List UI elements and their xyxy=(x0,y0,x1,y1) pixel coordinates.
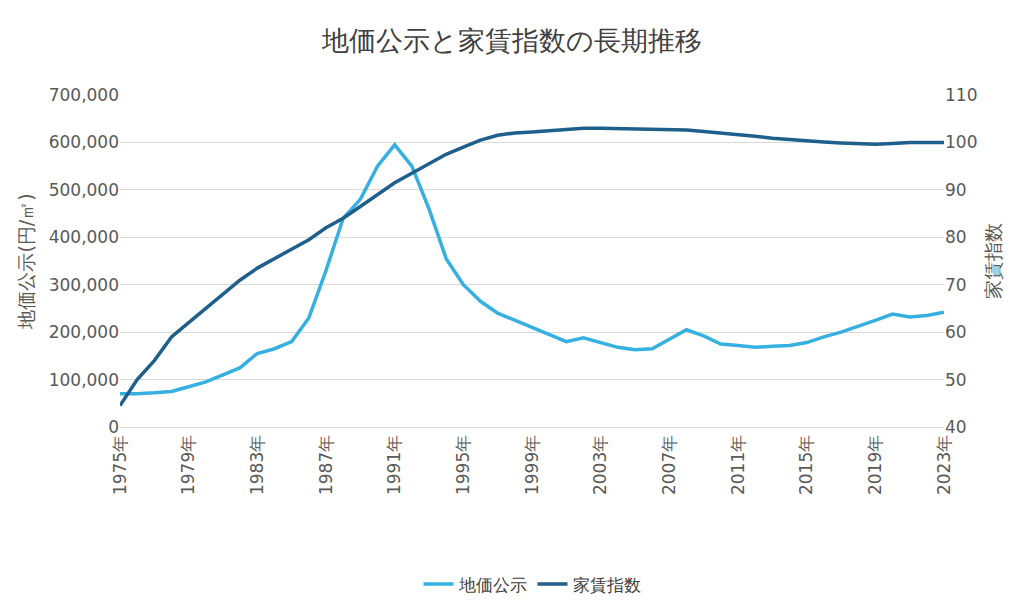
svg-text:40: 40 xyxy=(945,417,967,437)
svg-text:1999年: 1999年 xyxy=(522,435,542,495)
svg-text:2011年: 2011年 xyxy=(728,435,748,495)
svg-text:70: 70 xyxy=(945,275,967,295)
svg-text:地価公示: 地価公示 xyxy=(458,575,527,595)
svg-text:地価公示(円/㎡): 地価公示(円/㎡) xyxy=(15,193,37,329)
svg-text:300,000: 300,000 xyxy=(49,275,119,295)
svg-text:2003年: 2003年 xyxy=(590,435,610,495)
svg-text:90: 90 xyxy=(945,180,967,200)
svg-text:200,000: 200,000 xyxy=(49,322,119,342)
svg-text:地価公示と家賃指数の長期推移: 地価公示と家賃指数の長期推移 xyxy=(321,25,702,56)
svg-text:2019年: 2019年 xyxy=(865,435,885,495)
svg-text:1975年: 1975年 xyxy=(110,435,130,495)
svg-text:2015年: 2015年 xyxy=(796,435,816,495)
svg-text:60: 60 xyxy=(945,322,967,342)
svg-text:50: 50 xyxy=(945,370,967,390)
svg-text:1995年: 1995年 xyxy=(453,435,473,495)
svg-text:100,000: 100,000 xyxy=(49,370,119,390)
svg-text:0: 0 xyxy=(108,417,119,437)
svg-text:2007年: 2007年 xyxy=(659,435,679,495)
svg-text:1991年: 1991年 xyxy=(384,435,404,495)
svg-text:家賃指数: 家賃指数 xyxy=(982,223,1004,299)
svg-text:100: 100 xyxy=(945,132,977,152)
svg-text:500,000: 500,000 xyxy=(49,180,119,200)
svg-text:家賃指数: 家賃指数 xyxy=(573,575,641,595)
svg-text:1987年: 1987年 xyxy=(316,435,336,495)
svg-text:2023年: 2023年 xyxy=(934,435,954,495)
svg-text:600,000: 600,000 xyxy=(49,132,119,152)
svg-text:1979年: 1979年 xyxy=(178,435,198,495)
svg-text:400,000: 400,000 xyxy=(49,227,119,247)
svg-text:1983年: 1983年 xyxy=(247,435,267,495)
svg-text:80: 80 xyxy=(945,227,967,247)
svg-text:110: 110 xyxy=(945,85,977,105)
svg-text:700,000: 700,000 xyxy=(49,85,119,105)
